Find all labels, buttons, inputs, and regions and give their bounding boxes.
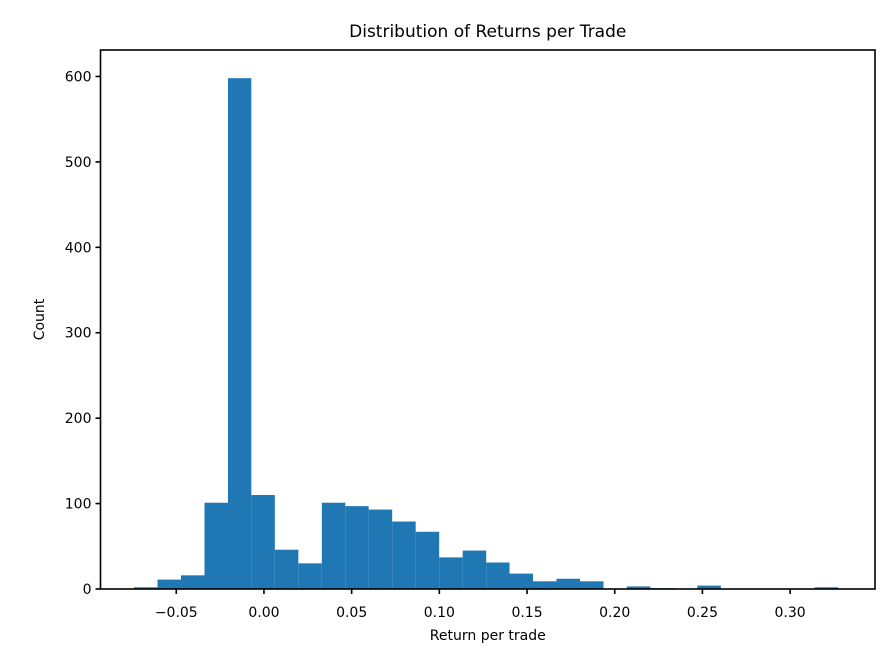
histogram-bar (462, 550, 487, 589)
y-axis-label: Count (32, 298, 48, 340)
histogram-bar (509, 573, 533, 589)
x-tick-label: 0.05 (336, 605, 367, 621)
histogram-bar (697, 585, 721, 589)
histogram-bar (392, 521, 416, 589)
histogram-bars (134, 78, 839, 589)
histogram-bar (274, 549, 299, 589)
x-axis-label: Return per trade (430, 628, 546, 644)
y-tick-label: 100 (65, 497, 92, 513)
x-tick-label: 0.00 (248, 605, 279, 621)
histogram-bar (157, 579, 181, 589)
histogram-bar (814, 587, 839, 589)
x-tick-label: 0.10 (424, 605, 455, 621)
chart-title: Distribution of Returns per Trade (349, 22, 626, 42)
x-tick-label: 0.20 (599, 605, 630, 621)
x-tick-label: 0.15 (511, 605, 542, 621)
y-tick-label: 0 (83, 582, 92, 598)
y-tick-label: 300 (65, 326, 92, 342)
x-tick-label: 0.25 (687, 605, 718, 621)
histogram-bar (533, 581, 557, 589)
x-axis-ticks: −0.05 0.00 0.05 0.10 0.15 0.20 0.25 0.30 (155, 589, 806, 621)
y-tick-label: 600 (65, 69, 92, 85)
histogram-bar (204, 502, 228, 589)
y-tick-label: 500 (65, 155, 92, 171)
histogram-bar (345, 506, 369, 589)
histogram-bar (439, 557, 463, 589)
x-tick-label: −0.05 (155, 605, 198, 621)
histogram-bar (486, 562, 510, 589)
histogram-bar (181, 575, 205, 589)
histogram-bar (626, 586, 651, 589)
histogram-bar (321, 502, 346, 589)
histogram-bar (134, 587, 158, 589)
histogram-bar (556, 578, 580, 589)
y-tick-label: 200 (65, 411, 92, 427)
y-tick-label: 400 (65, 240, 92, 256)
y-axis-ticks: 0 100 200 300 400 500 600 (65, 69, 101, 598)
histogram-bar (251, 495, 275, 589)
plot-border (99, 49, 876, 590)
x-tick-label: 0.30 (775, 605, 806, 621)
histogram-bar (368, 509, 393, 589)
histogram-bar (228, 78, 252, 589)
histogram-bar (580, 581, 604, 589)
histogram-bar (298, 563, 322, 589)
histogram-bar (415, 531, 440, 589)
